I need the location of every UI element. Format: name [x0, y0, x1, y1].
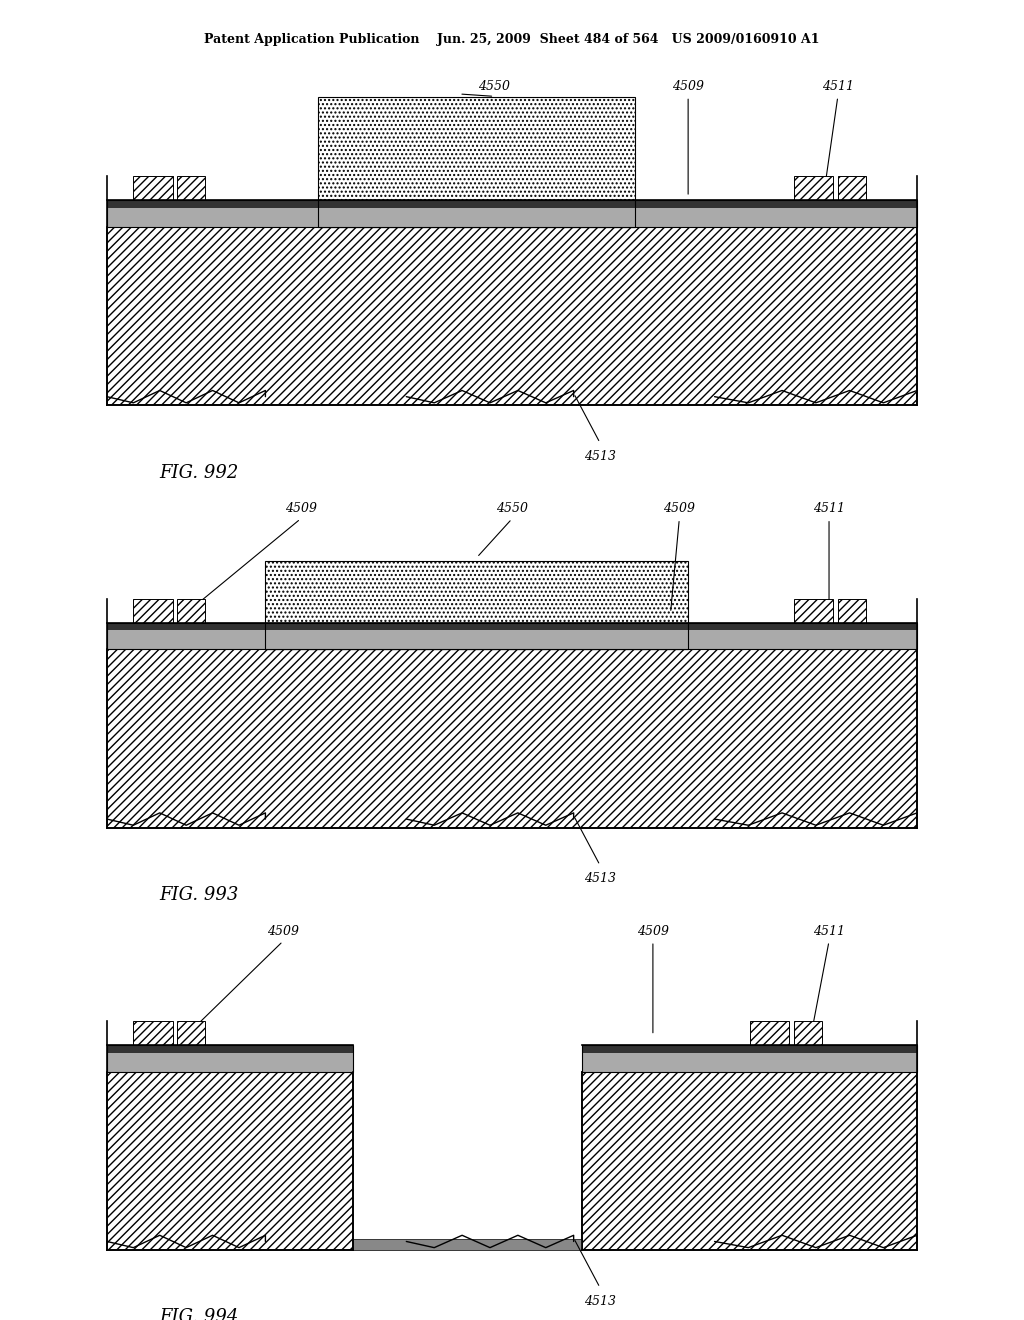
- Bar: [318, 98, 635, 227]
- Text: Patent Application Publication    Jun. 25, 2009  Sheet 484 of 564   US 2009/0160: Patent Application Publication Jun. 25, …: [204, 33, 820, 46]
- Bar: [177, 599, 205, 623]
- Bar: [265, 623, 688, 649]
- Bar: [318, 201, 635, 227]
- Text: FIG. 992: FIG. 992: [160, 463, 240, 482]
- Bar: [265, 561, 688, 649]
- Text: 4511: 4511: [813, 503, 845, 515]
- Bar: [583, 1053, 918, 1072]
- Bar: [106, 1072, 353, 1250]
- Bar: [177, 177, 205, 201]
- Bar: [794, 1022, 821, 1045]
- Text: 4509: 4509: [664, 503, 695, 515]
- Text: FIG. 994: FIG. 994: [160, 1308, 240, 1320]
- Text: 4511: 4511: [813, 925, 845, 937]
- Bar: [106, 649, 918, 828]
- Bar: [177, 1022, 205, 1045]
- Bar: [133, 599, 173, 623]
- Bar: [794, 599, 834, 623]
- Bar: [133, 1022, 173, 1045]
- Text: 4509: 4509: [285, 503, 316, 515]
- Bar: [106, 623, 918, 630]
- Bar: [318, 207, 635, 227]
- Text: FIG. 993: FIG. 993: [160, 886, 240, 904]
- Bar: [106, 623, 918, 649]
- Bar: [750, 1022, 790, 1045]
- Text: 4513: 4513: [584, 1295, 616, 1308]
- Bar: [265, 630, 688, 649]
- Text: 4550: 4550: [478, 81, 510, 92]
- Text: 4509: 4509: [672, 81, 705, 92]
- Bar: [106, 201, 918, 207]
- Text: 4513: 4513: [584, 873, 616, 886]
- Bar: [838, 177, 865, 201]
- Bar: [106, 227, 918, 405]
- Bar: [106, 630, 918, 649]
- Bar: [106, 201, 918, 227]
- Bar: [583, 1072, 918, 1250]
- Bar: [318, 201, 635, 207]
- Bar: [106, 1053, 353, 1072]
- Text: 4550: 4550: [496, 503, 528, 515]
- Bar: [265, 623, 688, 630]
- Text: 4509: 4509: [637, 925, 669, 937]
- Text: 4509: 4509: [267, 925, 299, 937]
- Bar: [353, 1238, 583, 1250]
- Bar: [583, 1045, 918, 1053]
- Bar: [106, 1045, 353, 1053]
- Text: 4511: 4511: [822, 81, 854, 92]
- Bar: [133, 177, 173, 201]
- Bar: [794, 177, 834, 201]
- Text: 4513: 4513: [584, 450, 616, 463]
- Bar: [106, 207, 918, 227]
- Bar: [583, 1045, 918, 1072]
- Bar: [838, 599, 865, 623]
- Bar: [106, 1045, 353, 1072]
